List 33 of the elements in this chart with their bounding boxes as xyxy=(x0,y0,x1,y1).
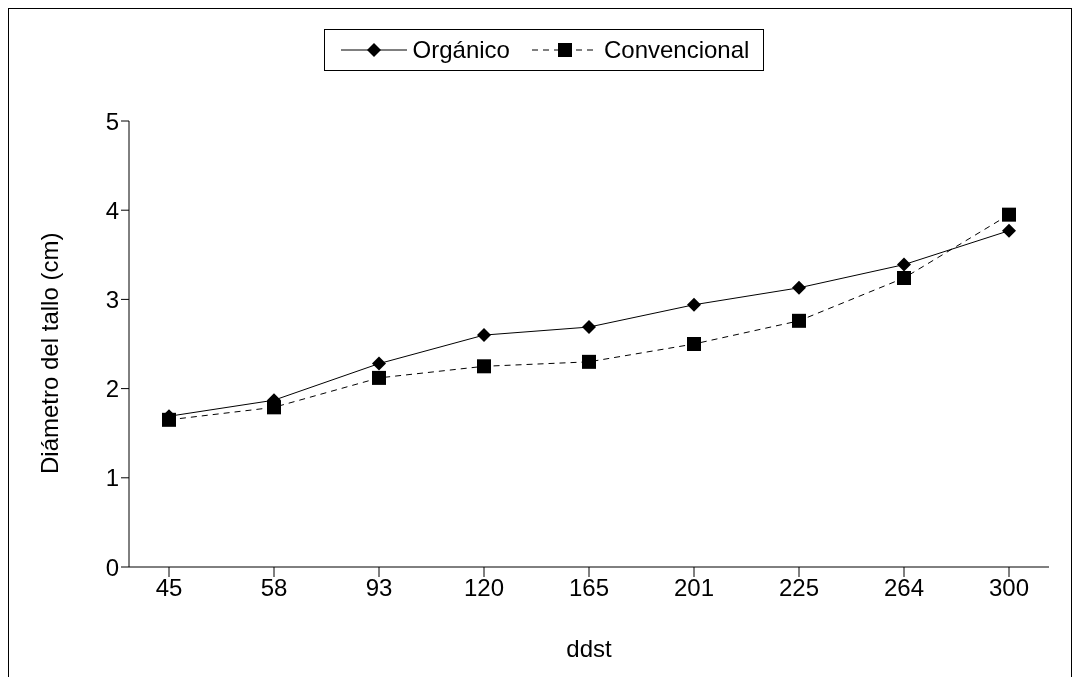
y-tick-label: 3 xyxy=(105,285,119,313)
point xyxy=(1002,223,1016,238)
point xyxy=(582,320,596,335)
point xyxy=(897,257,911,272)
y-tick-label: 2 xyxy=(105,375,119,403)
point xyxy=(897,270,911,285)
point xyxy=(372,370,386,385)
point xyxy=(372,356,386,371)
legend-label: Convencional xyxy=(603,36,750,64)
y-tick-label: 0 xyxy=(105,553,119,581)
point xyxy=(792,313,806,328)
point xyxy=(687,297,701,312)
point xyxy=(1002,207,1016,222)
y-axis-title: Diámetro del tallo (cm) xyxy=(35,232,63,474)
point xyxy=(687,337,701,351)
x-tick-label: 45 xyxy=(155,574,183,602)
x-tick-label: 300 xyxy=(988,574,1030,602)
x-tick-label: 120 xyxy=(463,574,505,602)
point xyxy=(792,280,806,295)
point xyxy=(477,328,491,343)
x-tick-label: 201 xyxy=(673,574,715,602)
y-tick-label: 1 xyxy=(105,464,119,492)
x-tick-label: 58 xyxy=(260,574,288,602)
x-tick-label: 165 xyxy=(568,574,610,602)
x-tick-label: 93 xyxy=(365,574,393,602)
point xyxy=(477,359,491,374)
legend-label: Orgánico xyxy=(412,36,510,64)
point xyxy=(582,354,596,369)
x-axis-title: ddst xyxy=(566,635,613,662)
x-tick-label: 225 xyxy=(778,574,820,602)
y-tick-label: 5 xyxy=(105,107,119,135)
y-tick-label: 4 xyxy=(105,196,119,224)
x-tick-label: 264 xyxy=(883,574,925,602)
